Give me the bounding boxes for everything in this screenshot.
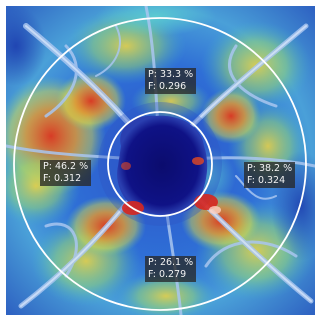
temporal-sector-label: P: 46.2 % F: 0.312 <box>40 160 92 186</box>
inferior-p-value: P: 26.1 % <box>148 257 194 268</box>
superior-f-value: F: 0.296 <box>148 81 187 92</box>
outer-ring <box>13 17 307 311</box>
nasal-p-value: P: 38.2 % <box>247 163 293 174</box>
temporal-p-value: P: 46.2 % <box>43 161 89 172</box>
inner-ring <box>107 111 213 217</box>
nasal-sector-label: P: 38.2 % F: 0.324 <box>244 162 296 188</box>
temporal-f-value: F: 0.312 <box>43 173 82 184</box>
foveal-avascular-zone <box>117 115 208 215</box>
nasal-f-value: F: 0.324 <box>247 175 286 186</box>
inferior-sector-label: P: 26.1 % F: 0.279 <box>145 256 197 282</box>
perfusion-heatmap-image: P: 33.3 % F: 0.296 P: 46.2 % F: 0.312 P:… <box>6 6 315 315</box>
superior-sector-label: P: 33.3 % F: 0.296 <box>145 68 197 94</box>
superior-p-value: P: 33.3 % <box>148 69 194 80</box>
inferior-f-value: F: 0.279 <box>148 269 187 280</box>
